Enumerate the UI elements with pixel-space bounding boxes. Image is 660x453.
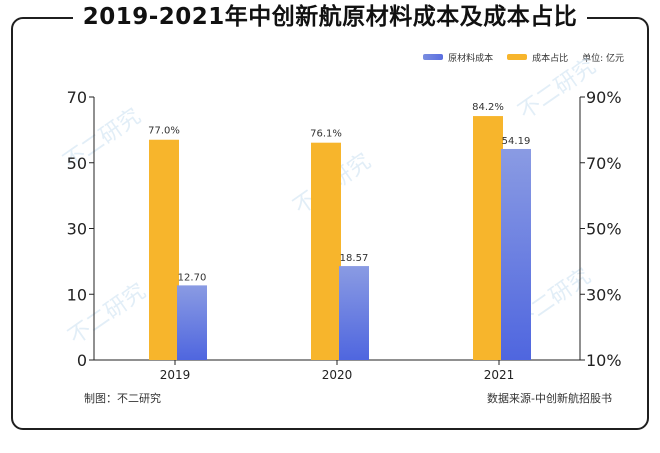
bar-material-2019 [177,285,207,360]
labels: 2019 77.0% 12.70 2020 76.1% 18.57 2021 84.2% 54.… [148,102,530,382]
left-tick-label: 30 [67,220,87,239]
bar-ratio-2020 [311,142,341,360]
title-wrap: 2019-2021年中创新航原材料成本及成本占比 [0,2,660,32]
left-tick-label: 0 [77,351,87,370]
bar-ratio-2019 [149,139,179,360]
legend-item-material: 原材料成本 [423,51,493,64]
left-tick-label: 10 [67,285,87,304]
bars [149,116,531,360]
data-label-material-2019: 12.70 [178,272,207,283]
legend: 原材料成本 成本占比 单位: 亿元 [409,50,624,64]
data-label-material-2020: 18.57 [340,253,369,264]
legend-label-ratio: 成本占比 [532,53,569,64]
unit-label: 单位: 亿元 [582,53,624,64]
legend-swatch-blue [423,54,444,60]
right-tick-label: 30% [586,285,622,304]
left-tick-label: 70 [67,88,87,107]
right-tick-label: 10% [586,351,622,370]
footer-source: 数据来源-中创新航招股书 [487,392,612,405]
data-label-ratio-2019: 77.0% [148,126,180,137]
data-label-material-2021: 54.19 [502,136,531,147]
x-tick-label: 2020 [322,368,353,382]
legend-label-material: 原材料成本 [448,53,494,64]
legend-swatch-orange [507,54,528,60]
x-tick-label: 2021 [484,368,515,382]
data-label-ratio-2021: 84.2% [472,102,504,113]
legend-unit: 单位: 亿元 [582,51,624,64]
legend-item-ratio: 成本占比 [507,51,568,64]
right-tick-label: 90% [586,88,622,107]
right-tick-label: 70% [586,154,622,173]
chart-title: 2019-2021年中创新航原材料成本及成本占比 [72,2,588,32]
bar-material-2020 [339,266,369,360]
x-tick-label: 2019 [160,368,191,382]
left-tick-label: 50 [67,154,87,173]
footer-credit: 制图：不二研究 [84,392,161,405]
data-label-ratio-2020: 76.1% [310,129,342,140]
bar-material-2021 [501,148,531,360]
bar-ratio-2021 [473,116,503,360]
right-tick-label: 50% [586,220,622,239]
